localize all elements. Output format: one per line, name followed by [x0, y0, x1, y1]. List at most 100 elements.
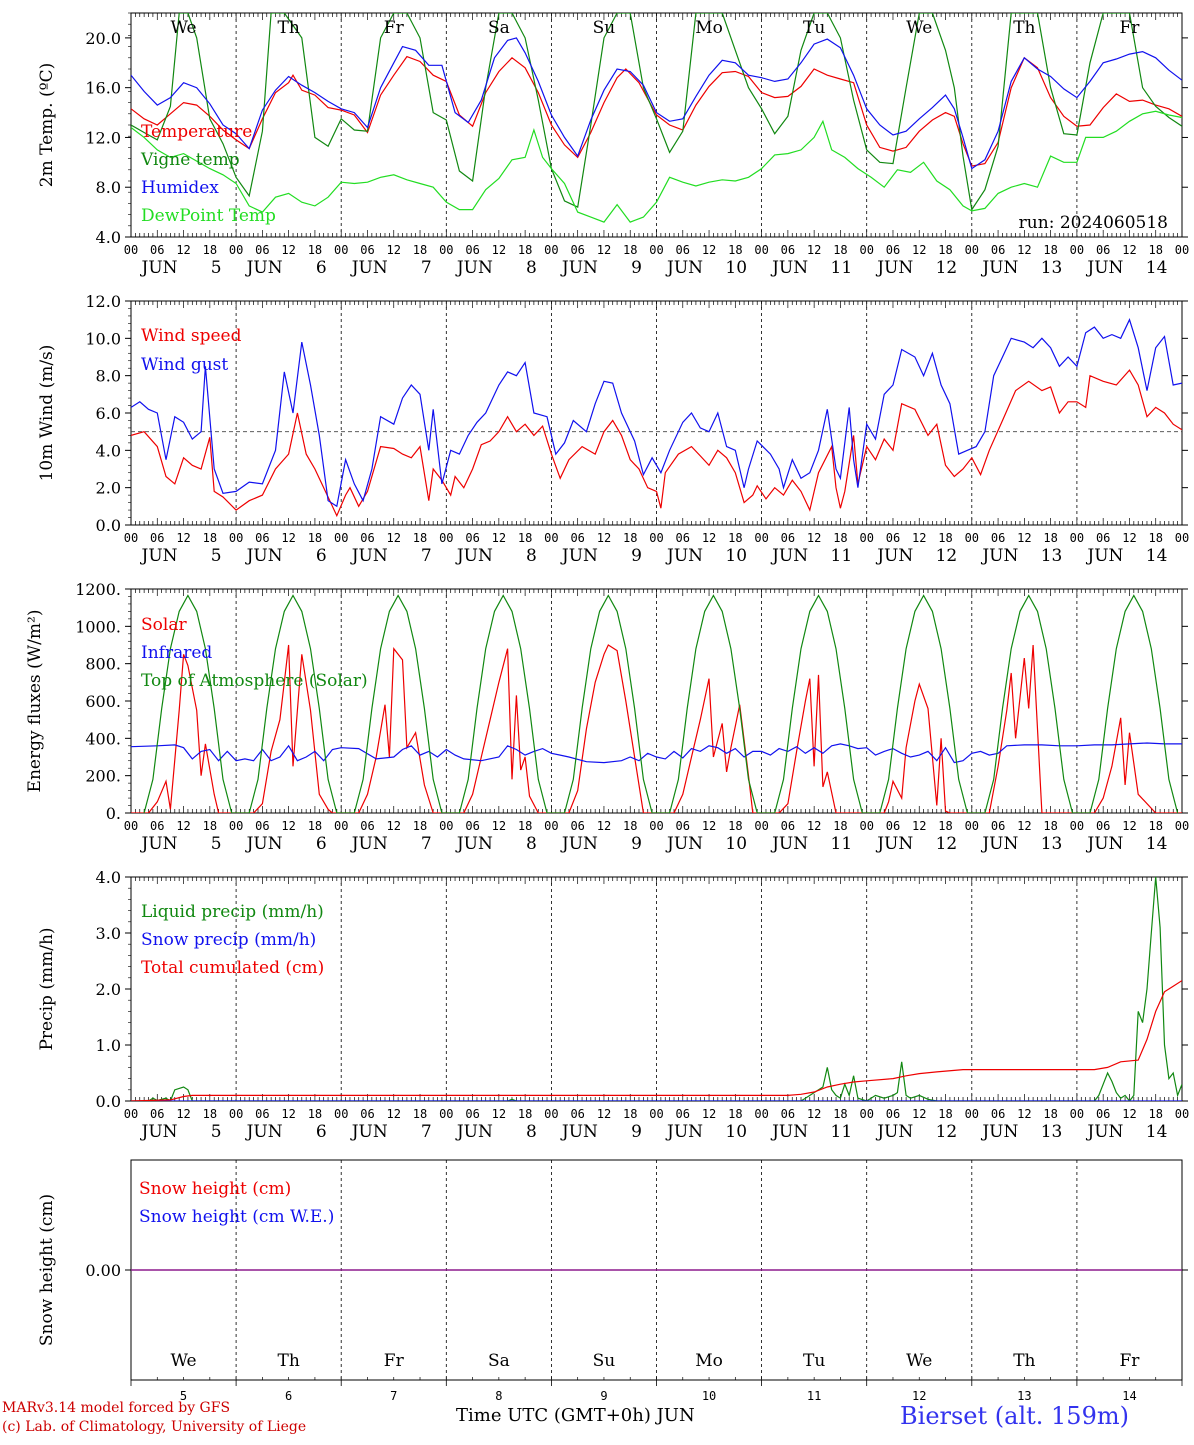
date-month-label: JUN — [245, 1122, 283, 1142]
y-tick-label: 12.0 — [85, 128, 121, 147]
hour-tick-label: 06 — [676, 243, 690, 257]
weekday-label: Mo — [695, 1351, 723, 1371]
legend-entry: Top of Atmosphere (Solar) — [141, 671, 368, 691]
hour-tick-label: 18 — [203, 819, 217, 833]
hour-tick-label: 18 — [728, 1107, 742, 1121]
hour-tick-label: 00 — [1070, 819, 1084, 833]
hour-tick-label: 18 — [413, 819, 427, 833]
hour-tick-label: 06 — [991, 531, 1005, 545]
hour-tick-label: 12 — [1017, 531, 1031, 545]
hour-tick-label: 06 — [360, 819, 374, 833]
hour-tick-label: 00 — [649, 531, 663, 545]
station-label: Bierset (alt. 159m) — [900, 1402, 1129, 1430]
hour-tick-label: 00 — [229, 243, 243, 257]
weekday-label: Th — [1013, 1351, 1035, 1371]
series-line-infrared — [131, 742, 1182, 764]
hour-tick-label: 18 — [623, 243, 637, 257]
hour-tick-label: 12 — [1122, 1107, 1136, 1121]
y-tick-label: 0.00 — [85, 1261, 121, 1280]
date-day-label: 5 — [211, 546, 222, 566]
y-tick-label: 2.0 — [96, 980, 121, 999]
hour-tick-label: 00 — [754, 819, 768, 833]
date-month-label: JUN — [350, 258, 388, 278]
hour-tick-label: 00 — [859, 531, 873, 545]
hour-tick-label: 18 — [1148, 1107, 1162, 1121]
hour-tick-label: 06 — [781, 1107, 795, 1121]
hour-tick-label: 06 — [781, 819, 795, 833]
weekday-label: Su — [593, 1351, 616, 1371]
date-month-label: JUN — [980, 1122, 1018, 1142]
date-day-label: 5 — [211, 258, 222, 278]
hour-tick-label: 18 — [938, 819, 952, 833]
hour-tick-label: 00 — [649, 243, 663, 257]
hour-tick-label: 12 — [912, 1107, 926, 1121]
date-day-label: 7 — [421, 546, 432, 566]
hour-tick-label: 00 — [1175, 243, 1189, 257]
hour-tick-label: 06 — [255, 531, 269, 545]
hour-tick-label: 06 — [150, 531, 164, 545]
hour-tick-label: 06 — [886, 1107, 900, 1121]
date-month-label: JUN — [980, 546, 1018, 566]
y-tick-label: 12.0 — [85, 292, 121, 311]
hour-tick-label: 00 — [124, 1107, 138, 1121]
date-month-label: JUN — [560, 1122, 598, 1142]
date-day-label: 7 — [421, 258, 432, 278]
hour-tick-label: 12 — [281, 531, 295, 545]
hour-tick-label: 06 — [360, 1107, 374, 1121]
y-axis-label: 10m Wind (m/s) — [37, 345, 57, 482]
date-day-label: 8 — [526, 834, 537, 854]
date-month-label: JUN — [770, 1122, 808, 1142]
weekday-label: Su — [593, 18, 616, 38]
hour-tick-label: 12 — [176, 531, 190, 545]
panel-2 — [125, 300, 1188, 526]
date-day-label: 13 — [1041, 834, 1063, 854]
hour-tick-label: 06 — [150, 1107, 164, 1121]
hour-tick-label: 00 — [229, 819, 243, 833]
hour-tick-label: 06 — [465, 243, 479, 257]
weekday-label: We — [906, 18, 932, 38]
panel-1 — [125, 12, 1188, 238]
hour-tick-label: 00 — [1175, 819, 1189, 833]
hour-tick-label: 06 — [1096, 819, 1110, 833]
hour-tick-label: 18 — [308, 243, 322, 257]
date-day-label: 7 — [421, 834, 432, 854]
y-tick-label: 0. — [106, 804, 121, 823]
hour-tick-label: 06 — [360, 243, 374, 257]
hour-tick-label: 06 — [570, 1107, 584, 1121]
date-day-label: 12 — [936, 1122, 958, 1142]
date-month-label: JUN — [350, 1122, 388, 1142]
hour-tick-label: 00 — [754, 531, 768, 545]
weekday-label: Sa — [488, 1351, 510, 1371]
hour-tick-label: 00 — [1070, 243, 1084, 257]
day-number-label: 14 — [1122, 1389, 1136, 1403]
date-month-label: JUN — [1085, 546, 1123, 566]
hour-tick-label: 12 — [492, 243, 506, 257]
date-month-label: JUN — [1085, 258, 1123, 278]
hour-tick-label: 06 — [676, 1107, 690, 1121]
hour-tick-label: 00 — [1175, 531, 1189, 545]
date-month-label: JUN — [140, 834, 178, 854]
series-line-liquid-precip-mm-h- — [131, 877, 1182, 1101]
hour-tick-label: 18 — [518, 243, 532, 257]
legend-entry: Wind speed — [141, 326, 242, 346]
date-month-label: JUN — [560, 546, 598, 566]
date-month-label: JUN — [560, 258, 598, 278]
date-month-label: JUN — [665, 258, 703, 278]
legend-entry: Total cumulated (cm) — [141, 958, 324, 978]
hour-tick-label: 18 — [518, 531, 532, 545]
y-tick-label: 1200. — [75, 580, 121, 599]
day-number-label: 10 — [702, 1389, 716, 1403]
date-day-label: 8 — [526, 1122, 537, 1142]
hour-tick-label: 18 — [413, 531, 427, 545]
series-line-total-cumulated-cm- — [131, 980, 1182, 1101]
date-day-label: 13 — [1041, 258, 1063, 278]
y-axis-label: 2m Temp. (ºC) — [37, 63, 57, 188]
lab-label: (c) Lab. of Climatology, University of L… — [2, 1419, 307, 1435]
y-tick-label: 200. — [85, 767, 121, 786]
date-month-label: JUN — [140, 258, 178, 278]
hour-tick-label: 12 — [597, 1107, 611, 1121]
hour-tick-label: 00 — [334, 819, 348, 833]
date-month-label: JUN — [560, 834, 598, 854]
date-month-label: JUN — [875, 258, 913, 278]
